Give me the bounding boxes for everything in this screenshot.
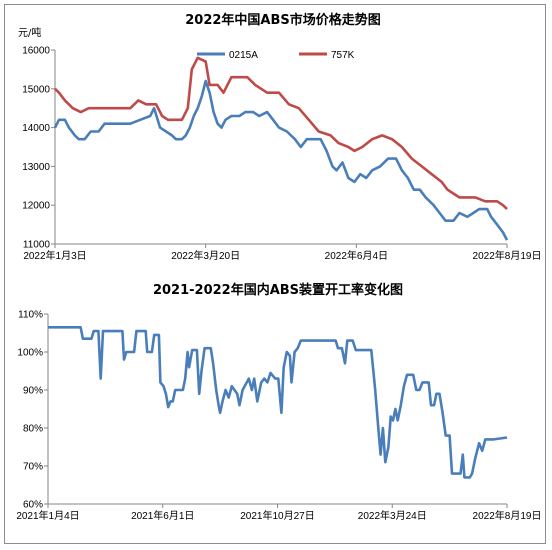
price-chart-plot: 11000 12000 13000 14000 15000 16000 2022年1月3日 2…: [22, 46, 541, 263]
price-chart-x-tick-label: 2022年8月19日: [473, 249, 542, 262]
utilization-chart-y-tick-label: 90%: [23, 386, 43, 397]
price-chart-y-tick-label: 11000: [23, 240, 51, 251]
price-chart-x-tick-label: 2022年6月4日: [325, 249, 388, 262]
price-chart-y-tick-label: 16000: [22, 46, 50, 57]
price-chart-x-tick-label: 2022年3月20日: [171, 249, 240, 262]
price-chart-series-line-0215a: [53, 79, 509, 241]
utilization-chart-title: 2021-2022年国内ABS装置开工率变化图: [153, 282, 403, 298]
price-chart-unit-label: 元/吨: [18, 26, 41, 39]
chart-frame: [4, 4, 546, 544]
price-chart-y-tick-label: 12000: [22, 201, 50, 212]
utilization-chart-y-tick-label: 70%: [23, 462, 43, 473]
legend-label-0215A: 0215A: [229, 50, 258, 61]
price-chart-y-tick-label: 13000: [22, 162, 50, 173]
price-chart-series-line-757k: [54, 56, 508, 211]
utilization-chart-y-tick-label: 110%: [18, 310, 43, 321]
utilization-chart-x-tick-label: 2021年10月27日: [240, 509, 315, 522]
price-chart-title: 2022年中国ABS市场价格走势图: [185, 12, 381, 28]
utilization-chart-x-tick-label: 2022年8月19日: [473, 509, 542, 522]
utilization-chart-plot: 60% 70% 80% 90% 100% 110% 2021年1月4日 2021年6月1日 20…: [16, 310, 541, 523]
utilization-chart-y-tick-label: 100%: [17, 348, 43, 359]
price-chart-y-tick-label: 14000: [22, 123, 50, 134]
utilization-chart-y-tick-label: 60%: [23, 500, 43, 511]
price-chart-x-tick-label: 2022年1月3日: [23, 249, 86, 262]
utilization-chart-x-tick-label: 2022年3月24日: [358, 509, 427, 522]
utilization-chart-y-tick-label: 80%: [23, 424, 43, 435]
utilization-chart-series-line-series-0: [48, 326, 508, 479]
utilization-chart-x-tick-label: 2021年1月4日: [16, 509, 79, 522]
legend-label-757K: 757K: [331, 50, 355, 61]
price-chart-y-tick-label: 15000: [22, 84, 50, 95]
utilization-chart-x-tick-label: 2021年6月1日: [131, 509, 194, 522]
